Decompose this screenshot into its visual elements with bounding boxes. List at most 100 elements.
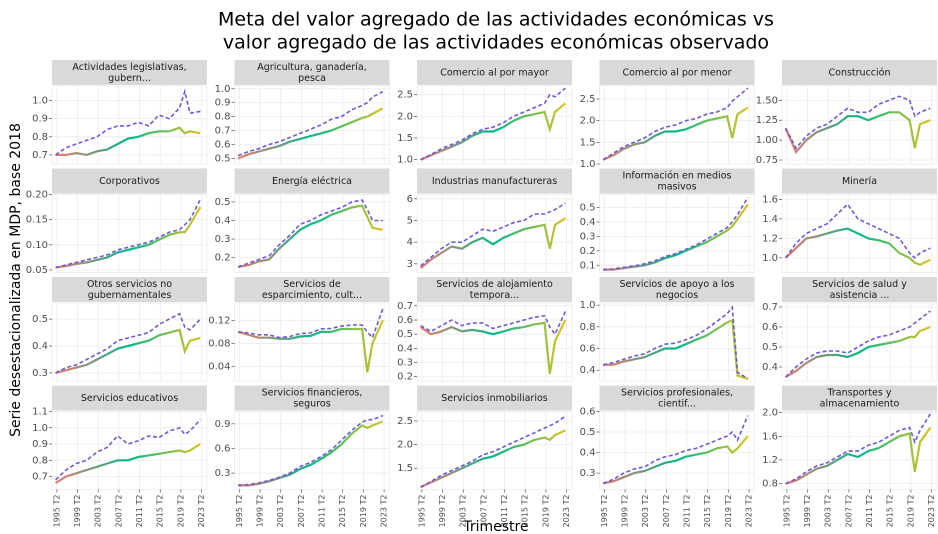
- panel-background: [51, 302, 208, 382]
- y-tick-label: 1.1: [32, 407, 48, 418]
- y-tick-label: 1.2: [762, 233, 778, 244]
- y-tick-label: 0.10: [26, 240, 48, 251]
- panel-background: [234, 411, 390, 490]
- x-tick-label: 1999 T2: [73, 495, 82, 528]
- panel-title: Servicios de alojamiento: [436, 279, 553, 290]
- y-tick-label: 0.7: [32, 150, 48, 161]
- x-tick-label: 2023 T2: [927, 495, 936, 528]
- observed-line: [237, 204, 383, 268]
- observed-line: [419, 217, 566, 270]
- x-tick-label: 1995 T2: [235, 495, 244, 528]
- strip: [234, 168, 390, 194]
- strip: [782, 168, 937, 194]
- y-tick-label: 0.8: [32, 455, 48, 466]
- y-tick-label: 6: [407, 194, 413, 205]
- panel-title: cientif...: [658, 399, 696, 410]
- panel-title: Construcción: [829, 68, 891, 79]
- panel-title: Información en medios: [623, 171, 732, 182]
- y-tick-label: 0.4: [32, 341, 48, 352]
- x-tick-label: 2007 T2: [662, 495, 671, 528]
- strip: [417, 277, 572, 302]
- y-tick-label: 0.75: [756, 155, 778, 166]
- y-tick-label: 0.7: [215, 126, 231, 137]
- y-tick-label: 1.00: [756, 135, 778, 146]
- strip: [52, 385, 207, 411]
- strip: [234, 385, 390, 411]
- x-tick-label: 1999 T2: [803, 495, 812, 528]
- x-tick-label: 2011 T2: [318, 495, 327, 528]
- chart-title: valor agregado de las actividades económ…: [223, 32, 769, 54]
- strip: [599, 60, 755, 85]
- panel-title: Agricultura, ganadería,: [257, 62, 366, 73]
- panel-title: Corporativos: [99, 176, 160, 187]
- x-tick-label: 2011 T2: [683, 495, 692, 528]
- y-tick-label: 0.9: [215, 419, 231, 430]
- y-tick-label: 0.04: [208, 362, 230, 373]
- observed-line: [602, 435, 749, 485]
- x-tick-label: 1995 T2: [600, 495, 609, 528]
- target-line: [55, 419, 201, 481]
- y-tick-label: 1.5: [397, 463, 413, 474]
- panel-background: [599, 194, 755, 273]
- y-tick-label: 0.6: [580, 344, 596, 355]
- x-tick-label: 2003 T2: [824, 495, 833, 528]
- target-line: [420, 311, 567, 336]
- x-tick-label: 2023 T2: [562, 495, 571, 528]
- panel-title: masivos: [657, 182, 696, 193]
- x-axis-label: Trimestre: [462, 519, 528, 534]
- target-line: [602, 305, 749, 380]
- y-tick-label: 0.08: [208, 338, 230, 349]
- target-line: [238, 414, 384, 487]
- target-line: [602, 87, 749, 161]
- x-tick-label: 2015 T2: [703, 495, 712, 528]
- y-tick-label: 2.0: [580, 116, 596, 127]
- panel-background: [781, 411, 938, 490]
- y-tick-label: 5: [407, 216, 413, 227]
- panel-background: [416, 194, 573, 273]
- x-tick-label: 2023 T2: [197, 495, 206, 528]
- observed-line: [55, 443, 201, 484]
- panel-title: esparcimiento, cult...: [262, 290, 362, 301]
- panel-title: Transportes y: [826, 388, 891, 399]
- y-tick-label: 0.5: [215, 197, 231, 208]
- y-tick-label: 0.4: [580, 365, 596, 376]
- panel-title: tempora...: [470, 290, 519, 301]
- y-tick-label: 0.3: [397, 358, 413, 369]
- observed-line: [419, 319, 567, 375]
- y-tick-label: 1.25: [756, 115, 778, 126]
- y-tick-label: 1.4: [762, 214, 778, 225]
- y-tick-label: 0.5: [580, 427, 596, 438]
- panel-title: Servicios profesionales,: [621, 388, 733, 399]
- x-tick-label: 1999 T2: [438, 495, 447, 528]
- strip: [782, 60, 937, 85]
- y-tick-label: 0.3: [580, 231, 596, 242]
- y-tick-label: 0.8: [762, 479, 778, 490]
- panel-title: Comercio al por mayor: [440, 68, 549, 79]
- y-tick-label: 0.4: [580, 448, 596, 459]
- panel-background: [51, 411, 208, 490]
- y-tick-label: 0.1: [580, 260, 596, 271]
- x-tick-label: 2003 T2: [276, 495, 285, 528]
- panel-title: asistencia ...: [830, 290, 890, 301]
- y-tick-label: 0.6: [215, 140, 231, 151]
- panel-title: Comercio al por menor: [622, 68, 731, 79]
- strip: [52, 60, 207, 85]
- y-tick-label: 2.0: [762, 408, 778, 419]
- x-tick-label: 2015 T2: [338, 495, 347, 528]
- target-line: [784, 203, 931, 259]
- target-line: [55, 88, 201, 156]
- y-tick-label: 0.8: [580, 322, 596, 333]
- panel-title: Servicios de apoyo a los: [620, 279, 735, 290]
- y-tick-label: 1.0: [32, 96, 48, 107]
- target-line: [238, 308, 384, 340]
- strip: [417, 60, 572, 85]
- x-tick-label: 2011 T2: [500, 495, 509, 528]
- x-tick-label: 2015 T2: [886, 495, 895, 528]
- y-tick-label: 1.5: [397, 133, 413, 144]
- y-tick-label: 3: [407, 259, 413, 270]
- y-tick-label: 0.4: [397, 343, 413, 354]
- x-tick-label: 1999 T2: [621, 495, 630, 528]
- y-tick-label: 0.5: [32, 314, 48, 325]
- target-line: [420, 87, 566, 161]
- strip: [599, 168, 755, 194]
